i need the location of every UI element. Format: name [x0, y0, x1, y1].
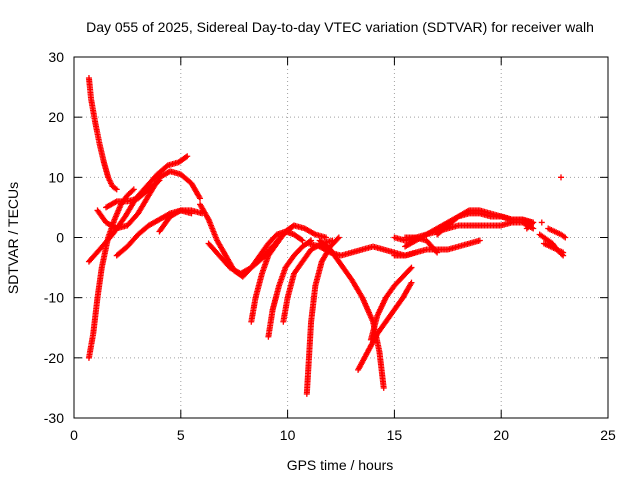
y-tick-label: 0: [56, 230, 64, 246]
x-tick-label: 15: [387, 427, 403, 443]
data-point: [289, 223, 296, 230]
data-point: [112, 199, 119, 206]
data-point: [197, 195, 204, 202]
data-point: [433, 248, 440, 255]
data-point: [298, 236, 305, 243]
x-tick-label: 10: [280, 427, 296, 443]
x-tick-label: 20: [493, 427, 509, 443]
series-track-10: [248, 222, 298, 325]
series-track-24: [540, 240, 567, 256]
y-axis-label: SDTVAR / TECUs: [5, 182, 21, 294]
chart-title: Day 055 of 2025, Sidereal Day-to-day VTE…: [86, 19, 594, 35]
series-track-1: [85, 75, 120, 193]
data-point: [538, 219, 545, 226]
data-point: [476, 237, 483, 244]
data-point: [562, 234, 569, 241]
series-track-13: [303, 234, 342, 397]
x-axis-label: GPS time / hours: [287, 457, 394, 473]
data-point: [335, 234, 342, 241]
data-point: [380, 384, 387, 391]
y-tick-label: 10: [48, 169, 64, 185]
series-track-18: [391, 237, 483, 259]
data-point: [408, 264, 415, 271]
x-tick-label: 25: [600, 427, 616, 443]
data-point: [464, 208, 471, 215]
y-tick-label: 30: [48, 49, 64, 65]
series-track-2: [85, 186, 137, 361]
data-point: [434, 249, 441, 256]
data-point: [184, 153, 191, 160]
y-tick-label: -20: [44, 350, 64, 366]
series-track-11: [265, 237, 315, 340]
x-tick-label: 0: [70, 427, 78, 443]
data-point: [528, 224, 535, 231]
data-point: [156, 177, 163, 184]
data-point: [334, 235, 341, 242]
series-track-7: [156, 207, 206, 235]
data-point: [130, 186, 137, 193]
data-point: [182, 154, 189, 161]
data-point: [155, 178, 162, 185]
data-point: [291, 222, 298, 229]
data-point: [558, 174, 565, 181]
data-point: [176, 208, 183, 215]
series-track-25: [545, 225, 569, 241]
series-isolated-1: [538, 219, 545, 226]
data-point: [311, 230, 318, 237]
series-isolated-2: [558, 174, 565, 181]
series-track-16: [355, 279, 415, 373]
x-tick-label: 5: [177, 427, 185, 443]
data-point: [530, 225, 537, 232]
data-points: [85, 75, 569, 397]
data-point: [129, 187, 136, 194]
data-point: [407, 265, 414, 272]
data-point: [113, 186, 120, 193]
y-tick-label: 20: [48, 109, 64, 125]
data-point: [560, 249, 567, 256]
data-point: [408, 279, 415, 286]
axis-ticks: 0 5 10 15 20 25 -30 -20 -10 0 10 20 30: [44, 49, 616, 443]
y-tick-label: -30: [44, 410, 64, 426]
series-track-21: [402, 234, 441, 256]
series-track-6: [103, 177, 163, 211]
series-track-22: [434, 207, 535, 238]
data-point: [299, 237, 306, 244]
data-point: [528, 219, 535, 226]
series-track-17: [367, 264, 415, 343]
y-tick-label: -10: [44, 290, 64, 306]
